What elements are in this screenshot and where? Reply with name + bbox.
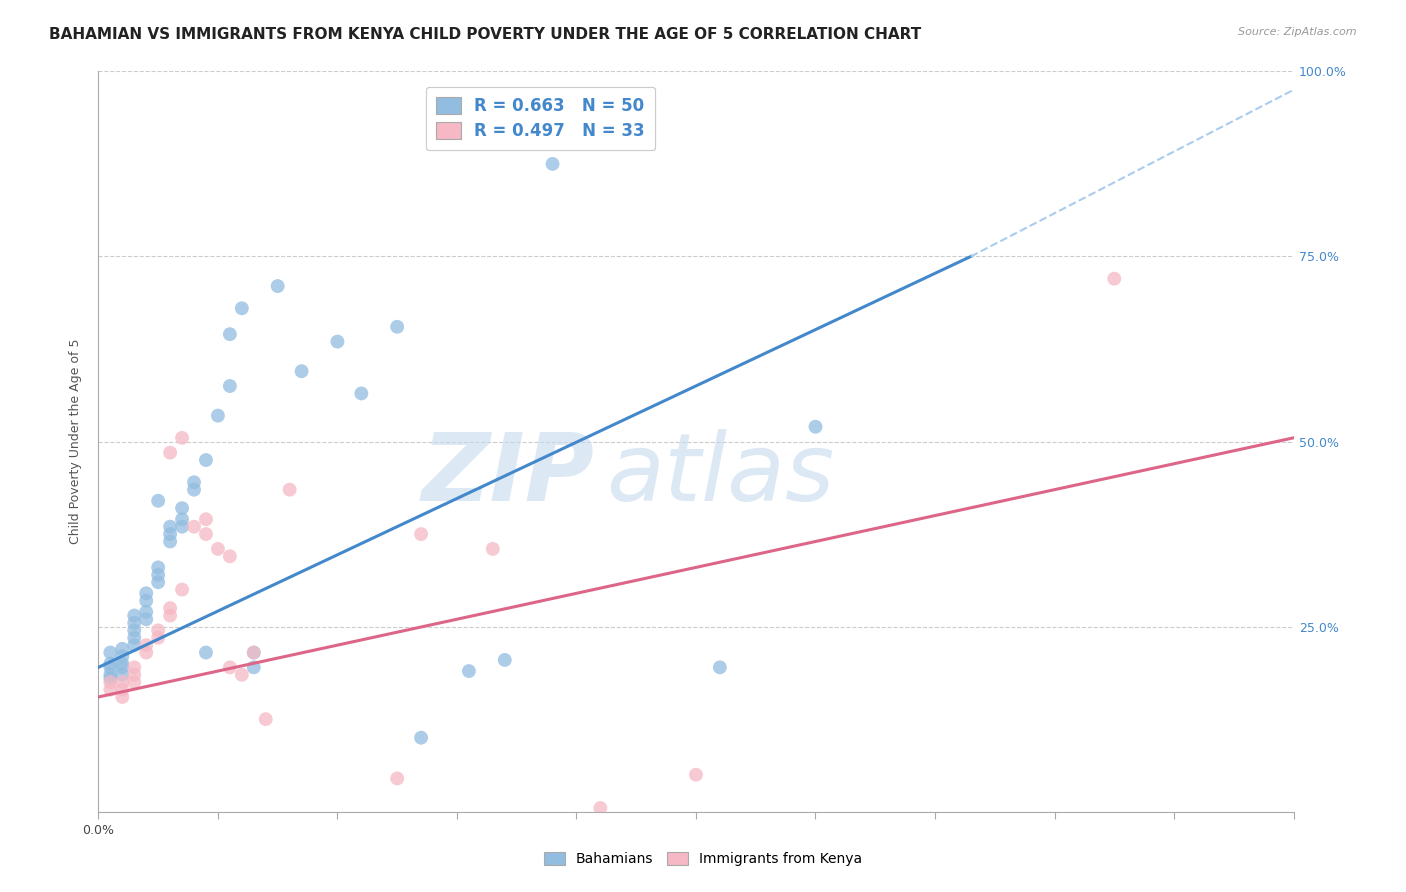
Point bbox=[148, 575, 170, 590]
Point bbox=[148, 631, 170, 645]
Text: atlas: atlas bbox=[606, 429, 835, 520]
Point bbox=[111, 675, 134, 690]
Point bbox=[172, 582, 194, 597]
Y-axis label: Child Poverty Under the Age of 5: Child Poverty Under the Age of 5 bbox=[69, 339, 83, 544]
Point bbox=[98, 672, 122, 686]
Point bbox=[172, 501, 194, 516]
Point bbox=[278, 483, 301, 497]
Point bbox=[124, 624, 146, 638]
Point bbox=[243, 646, 266, 660]
Point bbox=[1104, 271, 1126, 285]
Point bbox=[350, 386, 373, 401]
Point bbox=[159, 601, 181, 615]
Point bbox=[458, 664, 481, 678]
Point bbox=[482, 541, 505, 556]
Point bbox=[172, 519, 194, 533]
Legend: R = 0.663   N = 50, R = 0.497   N = 33: R = 0.663 N = 50, R = 0.497 N = 33 bbox=[426, 87, 655, 150]
Point bbox=[326, 334, 349, 349]
Point bbox=[219, 549, 242, 564]
Point bbox=[135, 605, 157, 619]
Point bbox=[159, 445, 181, 459]
Point bbox=[135, 612, 157, 626]
Point bbox=[195, 646, 218, 660]
Point bbox=[219, 660, 242, 674]
Point bbox=[195, 527, 218, 541]
Point bbox=[159, 527, 181, 541]
Point bbox=[243, 660, 266, 674]
Point bbox=[135, 646, 157, 660]
Point bbox=[148, 493, 170, 508]
Point bbox=[124, 615, 146, 630]
Point bbox=[124, 631, 146, 645]
Point bbox=[111, 682, 134, 697]
Point bbox=[589, 801, 612, 815]
Point bbox=[124, 675, 146, 690]
Point bbox=[385, 772, 409, 786]
Point bbox=[219, 379, 242, 393]
Point bbox=[207, 541, 229, 556]
Point bbox=[207, 409, 229, 423]
Point bbox=[172, 431, 194, 445]
Point bbox=[231, 301, 253, 316]
Point bbox=[148, 560, 170, 574]
Point bbox=[148, 567, 170, 582]
Point bbox=[291, 364, 314, 378]
Point bbox=[411, 731, 433, 745]
Point bbox=[804, 419, 827, 434]
Point bbox=[111, 690, 134, 704]
Text: BAHAMIAN VS IMMIGRANTS FROM KENYA CHILD POVERTY UNDER THE AGE OF 5 CORRELATION C: BAHAMIAN VS IMMIGRANTS FROM KENYA CHILD … bbox=[49, 27, 921, 42]
Point bbox=[541, 157, 564, 171]
Point bbox=[195, 453, 218, 467]
Point bbox=[98, 657, 122, 671]
Point bbox=[195, 512, 218, 526]
Point bbox=[183, 519, 205, 533]
Point bbox=[219, 327, 242, 342]
Point bbox=[111, 657, 134, 671]
Point bbox=[411, 527, 433, 541]
Point bbox=[111, 641, 134, 656]
Point bbox=[98, 660, 122, 674]
Point bbox=[494, 653, 516, 667]
Point bbox=[385, 319, 409, 334]
Point bbox=[685, 767, 707, 781]
Text: ZIP: ZIP bbox=[422, 429, 595, 521]
Point bbox=[124, 667, 146, 681]
Point bbox=[231, 667, 253, 681]
Point bbox=[124, 660, 146, 674]
Point bbox=[135, 638, 157, 652]
Point bbox=[111, 667, 134, 681]
Point bbox=[135, 586, 157, 600]
Point bbox=[148, 624, 170, 638]
Point bbox=[243, 646, 266, 660]
Text: Source: ZipAtlas.com: Source: ZipAtlas.com bbox=[1239, 27, 1357, 37]
Point bbox=[111, 660, 134, 674]
Point bbox=[98, 667, 122, 681]
Point bbox=[98, 646, 122, 660]
Point bbox=[159, 608, 181, 623]
Legend: Bahamians, Immigrants from Kenya: Bahamians, Immigrants from Kenya bbox=[538, 847, 868, 871]
Point bbox=[159, 519, 181, 533]
Point bbox=[183, 483, 205, 497]
Point bbox=[172, 512, 194, 526]
Point bbox=[124, 638, 146, 652]
Point bbox=[267, 279, 290, 293]
Point bbox=[159, 534, 181, 549]
Point bbox=[254, 712, 277, 726]
Point bbox=[98, 675, 122, 690]
Point bbox=[709, 660, 731, 674]
Point bbox=[135, 593, 157, 607]
Point bbox=[124, 608, 146, 623]
Point bbox=[183, 475, 205, 490]
Point bbox=[98, 682, 122, 697]
Point bbox=[111, 649, 134, 664]
